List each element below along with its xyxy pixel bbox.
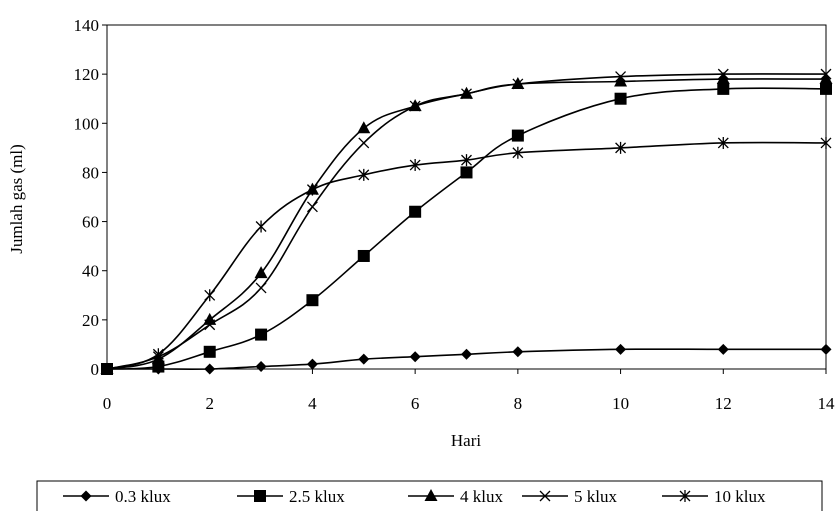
data-point <box>820 343 832 355</box>
data-point <box>511 129 524 142</box>
data-point <box>409 159 421 172</box>
data-point <box>615 141 627 154</box>
data-point <box>203 312 217 325</box>
x-axis-title: Hari <box>451 431 481 450</box>
legend-marker <box>80 490 92 502</box>
legend-marker <box>539 490 551 502</box>
data-point <box>614 74 628 87</box>
data-point <box>460 86 473 99</box>
x-tick-label: 14 <box>818 394 836 413</box>
data-point <box>255 328 268 341</box>
y-tick-label: 60 <box>82 213 99 232</box>
data-point <box>358 353 370 365</box>
plot-area <box>106 24 827 370</box>
data-point <box>716 72 730 85</box>
data-point <box>461 154 472 167</box>
data-point <box>460 166 473 179</box>
data-point <box>306 183 318 196</box>
data-point <box>204 319 216 331</box>
data-point <box>820 68 832 80</box>
series-2-5-klux <box>101 82 832 375</box>
data-point <box>512 78 524 90</box>
data-point <box>204 363 216 375</box>
series-line <box>106 78 827 370</box>
y-axis-title: Jumlah gas (ml) <box>7 144 26 254</box>
data-point <box>819 72 833 85</box>
y-tick-label: 0 <box>91 360 100 379</box>
y-tick-label: 140 <box>74 16 100 35</box>
data-point <box>357 121 371 134</box>
data-point <box>409 205 422 218</box>
data-point <box>717 136 729 149</box>
data-point <box>152 348 164 361</box>
data-point <box>254 266 268 279</box>
series-10-klux <box>101 136 832 375</box>
data-point <box>357 249 370 262</box>
legend-marker <box>679 490 691 502</box>
legend-label: 4 klux <box>460 487 503 506</box>
data-point <box>101 363 113 375</box>
series-4-klux <box>100 72 833 374</box>
data-point <box>614 92 627 105</box>
legend-label: 2.5 klux <box>289 487 345 506</box>
data-point <box>306 201 318 213</box>
series-layer <box>100 68 833 375</box>
legend-label: 0.3 klux <box>115 487 171 506</box>
series-5-klux <box>101 68 832 375</box>
data-point <box>511 76 525 89</box>
y-tick-label: 120 <box>74 65 100 84</box>
legend-marker <box>424 489 438 501</box>
data-point <box>717 68 729 80</box>
plot-border <box>106 24 827 370</box>
x-tick-label: 2 <box>205 394 214 413</box>
data-point <box>255 282 267 294</box>
x-tick-label: 10 <box>612 394 629 413</box>
data-point <box>306 358 318 370</box>
data-point <box>203 345 216 358</box>
y-tick-label: 40 <box>82 262 99 281</box>
legend-item: 10 klux <box>662 487 766 506</box>
data-point <box>461 88 472 100</box>
data-point <box>461 348 472 360</box>
data-point <box>255 220 267 233</box>
legend-item: 2.5 klux <box>237 487 345 506</box>
data-point <box>358 137 370 149</box>
x-tick-label: 4 <box>308 394 317 413</box>
data-point <box>717 343 729 355</box>
data-point <box>615 71 627 83</box>
data-point <box>409 351 421 363</box>
data-point <box>820 136 832 149</box>
data-point <box>512 346 524 358</box>
y-tick-label: 80 <box>82 163 99 182</box>
data-point <box>306 294 319 307</box>
y-tick-label: 20 <box>82 311 99 330</box>
y-tick-label: 100 <box>74 114 100 133</box>
series-line <box>106 87 827 370</box>
x-tick-label: 12 <box>715 394 732 413</box>
legend-label: 5 klux <box>574 487 617 506</box>
data-point <box>512 146 524 159</box>
legend-item: 4 klux <box>408 487 503 506</box>
data-point <box>409 100 421 112</box>
data-point <box>717 82 730 95</box>
data-point <box>820 82 832 95</box>
data-point <box>255 361 267 373</box>
data-point <box>204 289 216 302</box>
y-axis: 0 20 40 60 80 100 120 140 <box>74 16 107 379</box>
legend-item: 5 klux <box>522 487 617 506</box>
x-tick-label: 6 <box>411 394 420 413</box>
data-point <box>358 168 370 181</box>
x-tick-label: 0 <box>103 394 112 413</box>
legend-marker <box>254 490 266 502</box>
x-tick-label: 8 <box>514 394 523 413</box>
legend-label: 10 klux <box>714 487 766 506</box>
x-axis: 0 2 4 6 8 10 12 14 <box>103 369 835 413</box>
data-point <box>615 343 627 355</box>
legend-item: 0.3 klux <box>63 487 171 506</box>
legend: 0.3 klux 2.5 klux 4 klux 5 klux 10 klux <box>36 480 823 511</box>
